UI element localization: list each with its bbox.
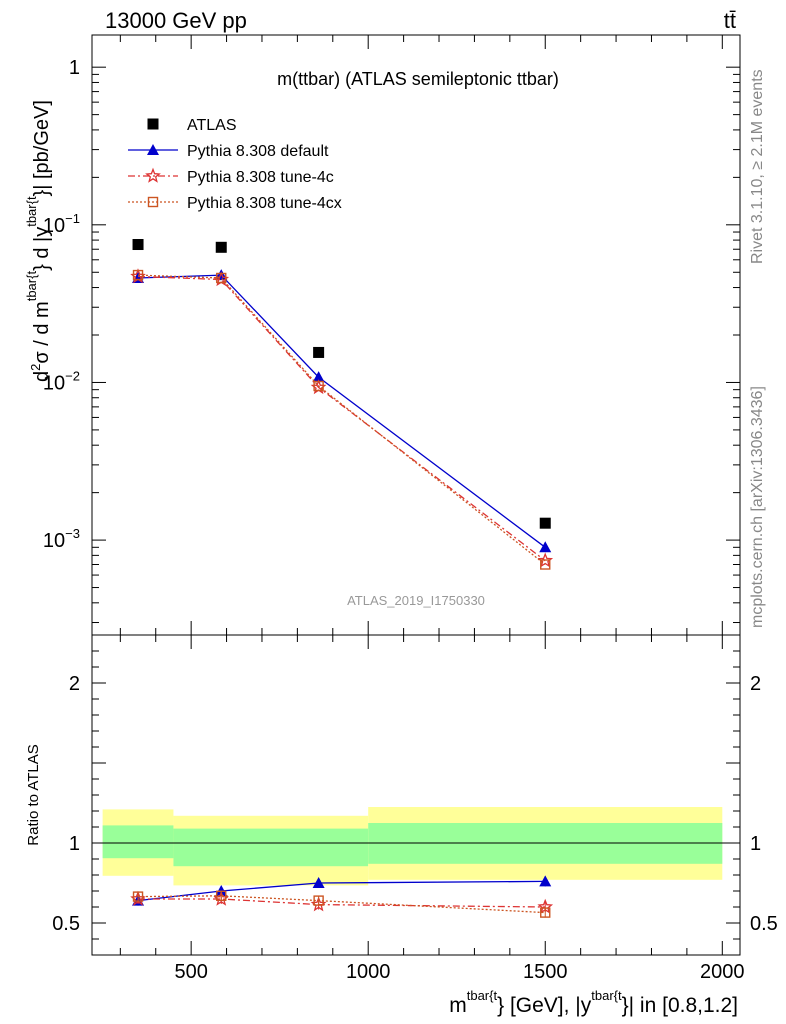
legend-item: Pythia 8.308 default — [128, 143, 329, 160]
uncertainty-band-inner — [102, 825, 174, 859]
data-point — [313, 346, 325, 358]
legend-marker — [147, 144, 159, 155]
ratio-point — [539, 875, 552, 887]
legend-label: Pythia 8.308 tune-4c — [187, 169, 334, 186]
x-axis-label: mtbar{t} [GeV], |ytbar{t}| in [0.8,1.2] — [449, 988, 738, 1017]
rivet-label: Rivet 3.1.10, ≥ 2.1M events — [749, 69, 766, 264]
data-point — [313, 380, 324, 392]
ratio-y-tick-label: 2 — [69, 673, 80, 695]
ratio-y-axis-label: Ratio to ATLAS — [25, 744, 42, 845]
ratio-point — [540, 907, 551, 918]
series-line — [137, 275, 546, 562]
ratio-ticks: 2 2 1 1 0.5 0.5 500 1000 1500 2000 — [52, 635, 778, 983]
y-tick-label: 10−3 — [43, 526, 80, 552]
ratio-bands — [92, 807, 740, 886]
ratio-point — [132, 891, 144, 902]
uncertainty-band-inner — [173, 828, 369, 867]
x-tick-label: 1000 — [346, 961, 391, 983]
ratio-y-tick-label-right: 1 — [750, 833, 761, 855]
energy-label: 13000 GeV pp — [105, 8, 247, 33]
process-label: tt̄ — [724, 8, 736, 33]
data-point — [312, 371, 325, 383]
ratio-y-tick-label-right: 2 — [750, 673, 761, 695]
legend-item: Pythia 8.308 tune-4cx — [128, 195, 342, 212]
series-pythia-8-308-tune-4cx — [132, 269, 551, 570]
ratio-point — [216, 890, 227, 901]
legend-marker — [147, 196, 159, 208]
x-tick-label: 2000 — [700, 961, 745, 983]
ratio-line — [137, 895, 546, 914]
ratio-line — [138, 898, 546, 908]
main-y-ticks: 1 10−1 10−2 10−3 — [43, 35, 740, 635]
series-line — [137, 274, 546, 566]
x-tick-label: 500 — [174, 961, 207, 983]
y-tick-label: 10−2 — [43, 368, 80, 394]
ratio-point — [215, 885, 228, 896]
y-tick-label: 10−1 — [43, 211, 80, 237]
ratio-y-tick-label: 1 — [69, 833, 80, 855]
y-tick-label: 1 — [69, 57, 80, 79]
series-line — [137, 274, 546, 548]
x-tick-label: 1500 — [523, 961, 568, 983]
legend-label: ATLAS — [187, 117, 237, 134]
mcplots-label: mcplots.cern.ch [arXiv:1306.3436] — [749, 386, 766, 628]
legend-label: Pythia 8.308 tune-4cx — [187, 195, 342, 212]
data-point — [539, 517, 551, 529]
analysis-label: ATLAS_2019_I1750330 — [347, 593, 485, 608]
legend-item: Pythia 8.308 tune-4c — [128, 167, 334, 186]
ratio-panel: 2 2 1 1 0.5 0.5 500 1000 1500 2000 Ratio to ATLAS… — [25, 634, 778, 1017]
data-point — [540, 559, 551, 570]
data-point — [215, 241, 227, 253]
series-pythia-8-308-default — [132, 269, 552, 553]
legend: ATLAS Pythia 8.308 default Pythia 8.308 tu… — [128, 117, 342, 212]
main-panel: 1 10−1 10−2 10−3 m(ttbar) (ATLAS semilepton… — [24, 34, 741, 636]
data-point — [216, 272, 227, 284]
data-point — [132, 239, 144, 251]
legend-marker — [145, 167, 161, 183]
ratio-pythia-8-308-tune-4cx — [132, 890, 551, 918]
data-point — [539, 541, 552, 553]
data-point — [132, 269, 144, 281]
series-pythia-8-308-tune-4c — [130, 268, 554, 568]
legend-item: ATLAS — [147, 117, 237, 134]
main-y-axis-label: d2σ / d mtbar{t} d |ytbar{t}| [pb/GeV] — [24, 100, 53, 382]
legend-marker — [147, 118, 159, 130]
ratio-frame — [91, 634, 741, 956]
data-point — [537, 552, 554, 568]
ratio-y-tick-label: 0.5 — [52, 913, 80, 935]
ratio-point — [313, 895, 324, 906]
series-atlas — [132, 239, 551, 529]
ratio-point — [312, 877, 325, 888]
legend-label: Pythia 8.308 default — [187, 143, 329, 160]
ratio-curves — [130, 875, 554, 918]
plot-title: m(ttbar) (ATLAS semileptonic ttbar) — [277, 69, 559, 89]
main-curves — [130, 239, 554, 570]
ratio-y-tick-label-right: 0.5 — [750, 913, 778, 935]
